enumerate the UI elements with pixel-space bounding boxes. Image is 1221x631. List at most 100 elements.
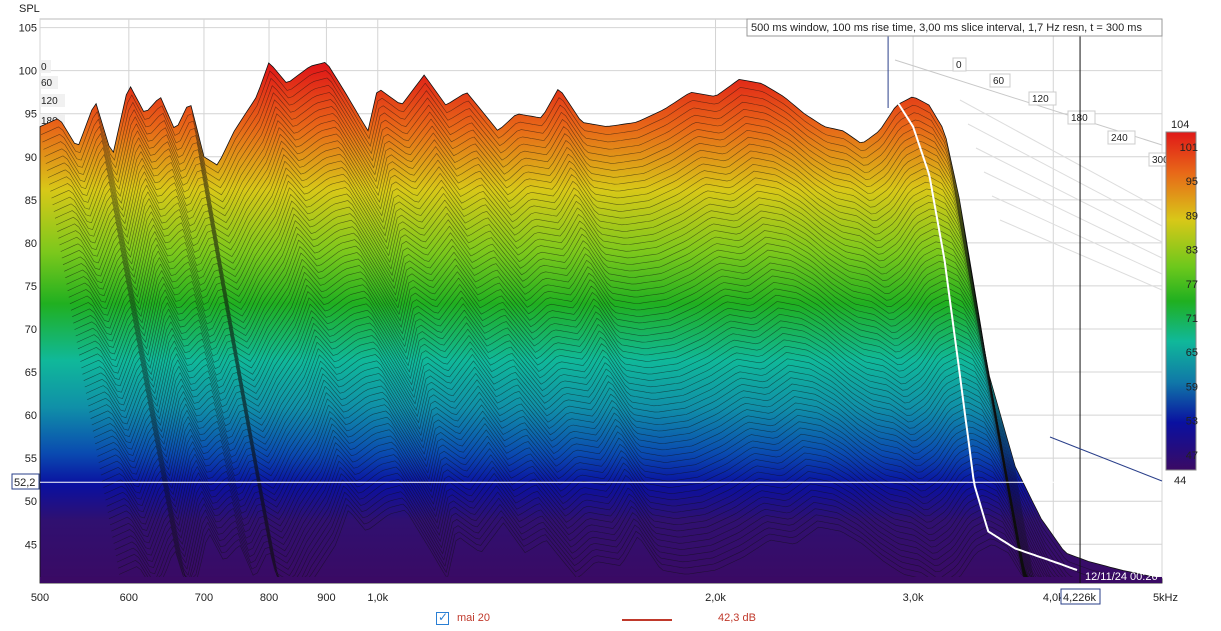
slice-line (78, 290, 1158, 579)
slice-line (75, 271, 1159, 579)
time-axis-label-left: 0 (41, 62, 47, 73)
slice-line (81, 303, 1161, 579)
slice-line (77, 284, 1162, 579)
time-axis-label: 300 (1152, 155, 1169, 166)
time-axis-label-left: 120 (41, 96, 58, 107)
slice-line (66, 219, 1159, 579)
color-scale-tick: 65 (1186, 347, 1198, 359)
color-scale-max: 104 (1171, 119, 1189, 131)
y-tick-label: 95 (25, 109, 37, 121)
highlighted-slice-line (895, 100, 1078, 572)
y-tick-label: 65 (25, 367, 37, 379)
time-label-box (1107, 130, 1136, 145)
slice-line (104, 429, 1162, 579)
slice-line (105, 435, 1159, 579)
y-tick-label: 100 (19, 66, 37, 78)
time-axis-label: 0 (956, 60, 962, 71)
x-tick-label: 5kHz (1153, 592, 1178, 604)
slice-line (112, 472, 1162, 579)
y-cursor-readout: 52,2 (14, 477, 35, 489)
time-label-box-left (40, 60, 51, 73)
trace-checkbox[interactable] (436, 610, 449, 625)
x-tick-label: 800 (260, 592, 278, 604)
slice-line (89, 347, 1160, 579)
y-tick-label: 85 (25, 195, 37, 207)
time-label-box (952, 57, 967, 72)
cursor-readouts: 52,2 4,226k 12/11/24 00:26 (11, 473, 1158, 605)
legend-trace-value: 42,3 dB (718, 612, 756, 624)
slice-line (90, 354, 1161, 579)
time-label-box-left (40, 94, 65, 107)
slice-line (84, 322, 1160, 579)
y-tick-label: 50 (25, 496, 37, 508)
slice-line (68, 232, 1161, 579)
x-tick-label: 3,0k (903, 592, 924, 604)
slice-line (74, 265, 1162, 579)
slice-line (96, 385, 1158, 579)
slice-line (70, 245, 1159, 579)
legend-trace-name[interactable]: mai 20 (457, 612, 491, 624)
y-axis-label: SPL (19, 3, 40, 15)
slice-line (80, 297, 1160, 579)
slice-line (83, 316, 1159, 579)
slice-line (101, 416, 1160, 579)
time-grid-line (991, 195, 1163, 275)
x-tick-label: 500 (31, 592, 49, 604)
x-tick-label: 900 (317, 592, 335, 604)
cursor-lines[interactable] (40, 19, 1163, 583)
y-tick-label: 60 (25, 410, 37, 422)
slice-line (108, 454, 1162, 579)
x-tick-label: 4,0k (1043, 592, 1064, 604)
time-label-box (1028, 91, 1057, 106)
time-label-box (1067, 110, 1096, 125)
slice-line (72, 252, 1160, 579)
slice-line (106, 441, 1160, 579)
slice-line (82, 309, 1162, 579)
color-scale-tick: 89 (1186, 210, 1198, 222)
slice-line (87, 335, 1162, 579)
time-grid-line (967, 123, 1163, 227)
slice-line (92, 366, 1159, 579)
highlighted-slice (895, 100, 1078, 572)
color-scale-bar (1165, 131, 1197, 471)
time-grid-line (983, 171, 1163, 259)
color-scale: 104 44 101 95 89 83 77 71 65 59 53 47 (1165, 119, 1198, 487)
color-scale-tick: 71 (1186, 313, 1198, 325)
slice-line (95, 379, 1162, 579)
x-axis-ticks: 500 600 700 800 900 1,0k 2,0k 3,0k 4,0k 5kHz (31, 592, 1178, 604)
slice-line (109, 460, 1159, 579)
surface-floor (40, 576, 1162, 583)
info-box (746, 18, 1163, 37)
waterfall-surface (39, 62, 1163, 584)
slice-line (73, 258, 1161, 579)
color-scale-tick: 59 (1186, 381, 1198, 393)
x-tick-label: 2,0k (705, 592, 726, 604)
color-scale-bottom: 44 (1174, 475, 1186, 487)
legend: mai 20 42,3 dB (436, 610, 796, 629)
slice-line (91, 360, 1162, 579)
slice-line (88, 341, 1159, 579)
time-cursor-diagonal (1049, 436, 1163, 482)
slice-line (107, 447, 1161, 579)
x-cursor-readout-box (1060, 588, 1101, 605)
time-axis-label: 60 (993, 76, 1005, 87)
color-scale-tick: 101 (1180, 142, 1198, 154)
color-scale-tick: 53 (1186, 416, 1198, 428)
slice-line (60, 187, 1162, 579)
time-axis-label: 120 (1032, 94, 1049, 105)
y-tick-label: 105 (19, 23, 37, 35)
time-axis-label-left: 180 (41, 116, 58, 127)
y-tick-label: 75 (25, 281, 37, 293)
slice-line (99, 404, 1162, 579)
x-cursor-readout: 4,226k (1063, 592, 1097, 604)
slice-line (103, 423, 1161, 579)
slice-line (100, 410, 1159, 579)
y-tick-label: 80 (25, 238, 37, 250)
slice-line (98, 398, 1161, 579)
slice-line (93, 373, 1160, 579)
color-scale-tick: 47 (1186, 450, 1198, 462)
color-scale-tick: 83 (1186, 245, 1198, 257)
y-tick-label: 90 (25, 152, 37, 164)
x-tick-label: 600 (120, 592, 138, 604)
